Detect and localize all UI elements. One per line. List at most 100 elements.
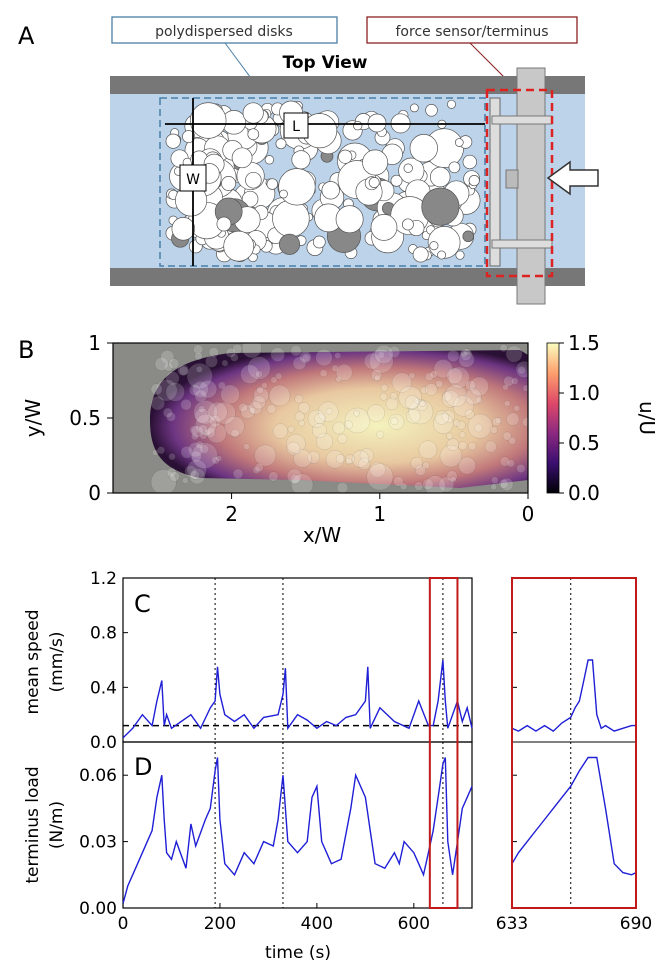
flow-disk [353, 410, 360, 417]
flow-disk [344, 407, 371, 434]
flow-disk [208, 347, 219, 358]
disk [409, 134, 438, 163]
flow-disk [510, 377, 519, 385]
flow-disk [391, 372, 413, 393]
label-sensor-box [366, 16, 578, 44]
flow-disk [441, 390, 460, 408]
terminus-bar [489, 97, 501, 267]
disk [429, 166, 451, 188]
flow-disk [344, 420, 353, 430]
flow-disk [389, 392, 398, 400]
disk [242, 102, 264, 124]
flow-disk [190, 425, 204, 438]
disk [367, 113, 387, 133]
flow-disk [377, 351, 385, 359]
flow-disk [332, 421, 346, 435]
flow-disk [359, 448, 374, 463]
b-ytick-label: 0 [88, 481, 101, 505]
zoom-frame [511, 577, 637, 909]
disk [403, 163, 413, 173]
flow-disk [369, 461, 386, 478]
flow-disk [335, 363, 353, 381]
flow-disk [180, 398, 192, 411]
flow-disk [366, 463, 394, 491]
flow-disk [502, 383, 509, 391]
flow-disk [307, 409, 326, 428]
flow-disk [251, 395, 266, 410]
zoom-mean-speed-line [511, 659, 636, 732]
flow-disk [218, 381, 226, 390]
flow-disk [292, 356, 307, 371]
flow-disk [373, 374, 381, 382]
flow-disk [335, 453, 346, 464]
flow-disk [189, 424, 200, 435]
flow-disk [294, 411, 305, 422]
colorbar-tick-label: 0.0 [568, 481, 600, 505]
panel-d: terminus load (N/m) time (s) [23, 766, 331, 963]
flow-disk [446, 438, 460, 451]
panel-d-letter: D [134, 753, 152, 781]
flow-disk [207, 401, 228, 423]
flow-disk [298, 402, 310, 414]
flow-disk [456, 420, 466, 430]
flow-disk [221, 359, 229, 367]
flow-disk [435, 379, 444, 388]
flow-disk [417, 400, 428, 411]
disk [353, 121, 363, 131]
flow-disk [513, 404, 521, 412]
disk [429, 241, 439, 251]
b-xtick-label: 2 [225, 502, 238, 526]
flow-disk [508, 436, 517, 445]
flow-disk [193, 400, 218, 425]
flow-disk [398, 385, 422, 410]
flow-disk [464, 388, 482, 406]
mean-speed-line [122, 659, 473, 739]
dim-w-label: W [186, 172, 200, 188]
flow-disk [215, 455, 223, 462]
flow-disk [180, 445, 194, 459]
sensor-post [516, 67, 546, 305]
disk [412, 246, 429, 263]
flow-disk [290, 473, 314, 493]
d-xtick-label: 200 [204, 914, 236, 934]
flow-disk [399, 482, 408, 491]
flow-disk [166, 411, 176, 422]
flow-disk [254, 463, 264, 473]
flow-disk [369, 348, 394, 374]
flow-disk [424, 383, 438, 396]
flow-disk [232, 468, 244, 480]
arrow-icon [546, 160, 599, 196]
d-ytick-label: 0.00 [79, 899, 117, 919]
flow-disk [464, 409, 475, 420]
disk [171, 217, 196, 241]
flow-disk [433, 413, 454, 434]
flow-disk [331, 364, 339, 372]
sensor-arm-bottom [491, 239, 553, 249]
sensor-arm-top [491, 115, 553, 125]
flow-disk [290, 345, 302, 357]
flow-disk [294, 394, 304, 404]
disk-region-outline [159, 97, 486, 267]
panel-b-letter: B [18, 336, 34, 364]
colorbar-label: u/U [635, 401, 659, 435]
disk [370, 214, 398, 241]
flow-disk [459, 348, 473, 361]
panel-c-ylabel-2: (mm/s) [47, 632, 67, 693]
flow-disk [498, 478, 509, 489]
panel-d-xlabel: time (s) [265, 943, 331, 963]
flow-disk [475, 396, 483, 404]
flow-disk [388, 345, 401, 358]
flow-disk [150, 395, 165, 411]
flow-disk [209, 415, 222, 428]
flow-disk [189, 384, 201, 396]
colorbar-tick-label: 1.0 [568, 381, 600, 405]
flow-disk [336, 482, 349, 493]
flow-disk [491, 417, 502, 427]
flow-disk [199, 444, 209, 454]
flow-region [150, 350, 528, 488]
flow-disk [252, 466, 261, 474]
flow-disk [232, 343, 243, 355]
label-disks-box [111, 16, 338, 44]
flow-disk [334, 352, 342, 359]
panel-d-ylabel-1: terminus load [23, 766, 43, 883]
